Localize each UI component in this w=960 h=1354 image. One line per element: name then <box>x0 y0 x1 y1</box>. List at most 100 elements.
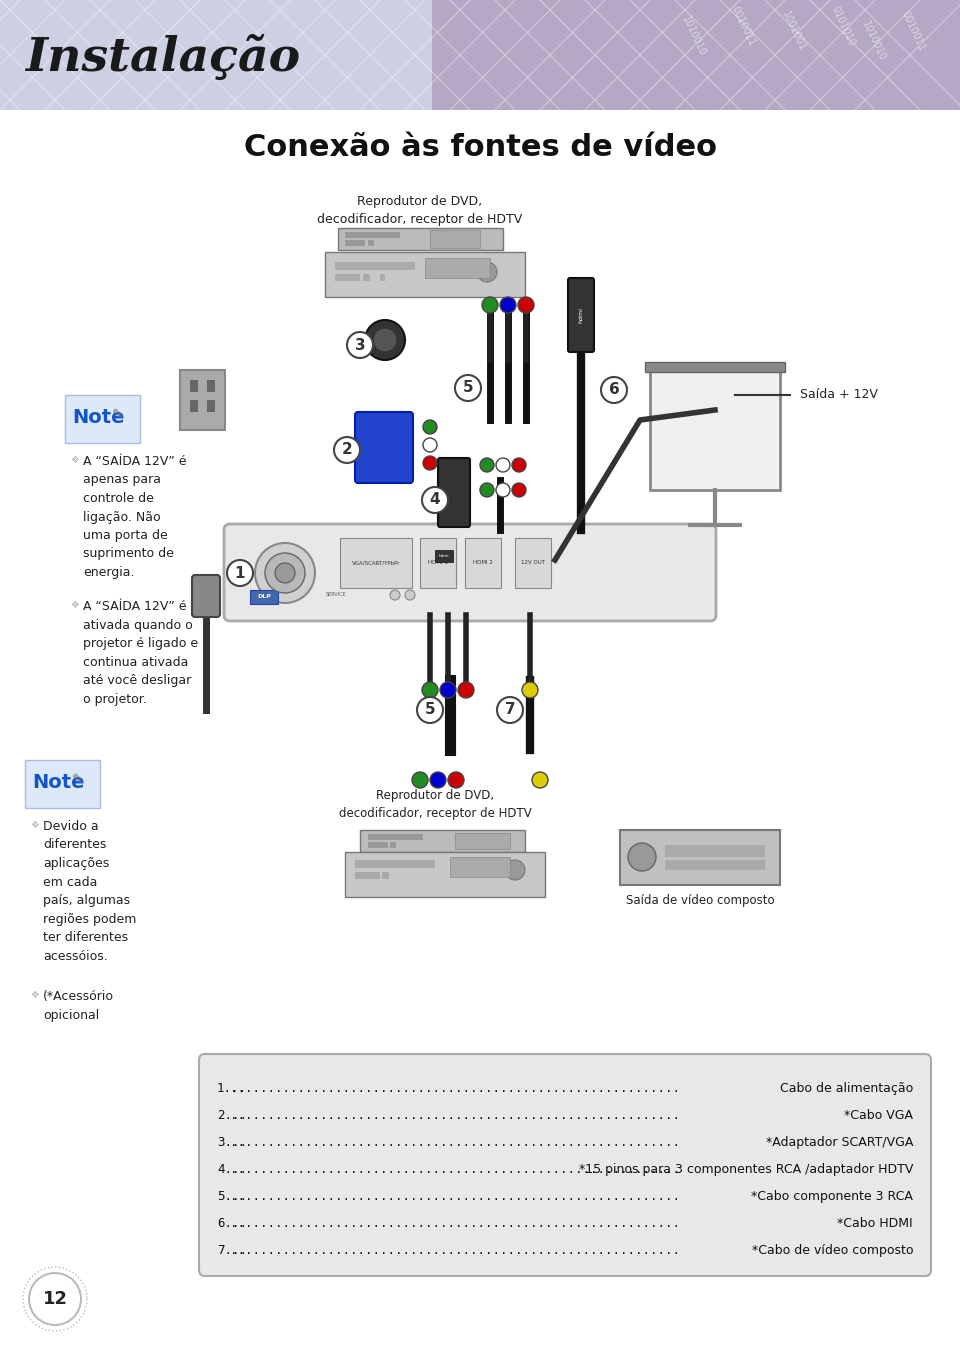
Bar <box>515 538 551 588</box>
Bar <box>207 380 215 393</box>
Text: 5...: 5... <box>217 1190 247 1202</box>
Circle shape <box>500 297 516 313</box>
Text: Note: Note <box>32 773 84 792</box>
Text: HDMI 1: HDMI 1 <box>428 561 448 566</box>
Bar <box>650 370 780 490</box>
Circle shape <box>347 332 373 357</box>
Text: 1...: 1... <box>217 1082 247 1095</box>
FancyBboxPatch shape <box>192 575 220 617</box>
Circle shape <box>265 552 305 593</box>
Text: ❖: ❖ <box>30 990 38 1001</box>
Bar <box>425 259 490 278</box>
Text: 2...: 2... <box>217 1109 247 1122</box>
Text: ✎: ✎ <box>112 408 124 422</box>
Text: HDMI 2: HDMI 2 <box>473 561 492 566</box>
Text: *15 pinos para 3 componentes RCA /adaptador HDTV: *15 pinos para 3 componentes RCA /adapta… <box>579 1163 913 1177</box>
Text: DLP: DLP <box>257 594 271 600</box>
Text: Note: Note <box>72 408 125 427</box>
Circle shape <box>423 456 437 470</box>
Text: ............................................................: ........................................… <box>230 1163 680 1177</box>
Text: Reprodutor de DVD,
decodificador, receptor de HDTV: Reprodutor de DVD, decodificador, recept… <box>339 789 532 821</box>
Bar <box>645 362 785 372</box>
Bar <box>25 760 100 808</box>
Circle shape <box>628 844 656 871</box>
Circle shape <box>255 543 315 603</box>
Bar <box>360 830 525 852</box>
Circle shape <box>496 458 510 473</box>
Bar <box>340 538 412 588</box>
Text: 0010011: 0010011 <box>900 9 927 53</box>
Text: 1010010: 1010010 <box>860 20 887 64</box>
Circle shape <box>532 772 548 788</box>
Bar <box>65 395 140 443</box>
Text: Saída + 12V: Saída + 12V <box>800 389 877 402</box>
Text: 1: 1 <box>235 566 245 581</box>
Bar <box>180 370 225 431</box>
Text: 0010011: 0010011 <box>730 5 757 49</box>
Bar <box>190 399 198 412</box>
Circle shape <box>422 487 448 513</box>
Bar <box>355 872 380 879</box>
Text: *Adaptador SCART/VGA: *Adaptador SCART/VGA <box>766 1136 913 1150</box>
Text: hdmi: hdmi <box>439 554 449 558</box>
Circle shape <box>373 328 397 352</box>
Text: 1010010: 1010010 <box>680 15 708 58</box>
Circle shape <box>518 297 534 313</box>
Text: 6...: 6... <box>217 1217 247 1229</box>
FancyBboxPatch shape <box>355 412 413 483</box>
Circle shape <box>334 437 360 463</box>
Circle shape <box>417 697 443 723</box>
Bar <box>250 590 278 604</box>
Circle shape <box>512 483 526 497</box>
Text: 5: 5 <box>424 703 435 718</box>
Bar <box>345 232 400 238</box>
Text: 0101010: 0101010 <box>830 5 857 49</box>
Bar <box>345 240 365 246</box>
Circle shape <box>512 458 526 473</box>
Text: Instalação: Instalação <box>25 35 300 81</box>
Circle shape <box>480 483 494 497</box>
Bar <box>325 252 525 297</box>
Circle shape <box>227 561 253 586</box>
Text: 4: 4 <box>430 493 441 508</box>
Bar <box>382 872 389 879</box>
Bar <box>432 0 960 110</box>
Circle shape <box>422 682 438 699</box>
Bar <box>335 263 415 269</box>
Bar <box>450 857 510 877</box>
Text: VGA/SCART/YPbPr: VGA/SCART/YPbPr <box>351 561 400 566</box>
Text: (*Acessório
opicional: (*Acessório opicional <box>43 990 114 1021</box>
Circle shape <box>496 483 510 497</box>
Text: ❖: ❖ <box>70 600 79 611</box>
Bar <box>363 274 370 282</box>
FancyBboxPatch shape <box>199 1053 931 1275</box>
Text: hdmi: hdmi <box>579 307 584 324</box>
Bar <box>368 834 423 839</box>
Circle shape <box>423 420 437 435</box>
Bar <box>620 830 780 886</box>
Bar <box>390 842 396 848</box>
Text: ............................................................: ........................................… <box>230 1082 680 1095</box>
Circle shape <box>412 772 428 788</box>
Text: A “SAÍDA 12V” é
apenas para
controle de
ligação. Não
uma porta de
suprimento de
: A “SAÍDA 12V” é apenas para controle de … <box>83 455 186 580</box>
Text: 12: 12 <box>42 1290 67 1308</box>
Circle shape <box>480 458 494 473</box>
Bar <box>338 227 503 250</box>
Circle shape <box>423 437 437 452</box>
Bar <box>368 240 374 246</box>
FancyBboxPatch shape <box>224 524 716 621</box>
Bar <box>435 550 453 562</box>
Circle shape <box>482 297 498 313</box>
Text: *Cabo HDMI: *Cabo HDMI <box>837 1217 913 1229</box>
Circle shape <box>522 682 538 699</box>
Circle shape <box>448 772 464 788</box>
Bar <box>430 230 480 248</box>
Text: 4...: 4... <box>217 1163 247 1177</box>
Text: *Cabo VGA: *Cabo VGA <box>844 1109 913 1122</box>
Text: 2: 2 <box>342 443 352 458</box>
Text: SERVICE: SERVICE <box>325 593 347 597</box>
Circle shape <box>365 320 405 360</box>
Text: *Cabo de vídeo composto: *Cabo de vídeo composto <box>752 1244 913 1257</box>
Circle shape <box>430 772 446 788</box>
Text: Reprodutor de DVD,
decodificador, receptor de HDTV: Reprodutor de DVD, decodificador, recept… <box>318 195 522 226</box>
